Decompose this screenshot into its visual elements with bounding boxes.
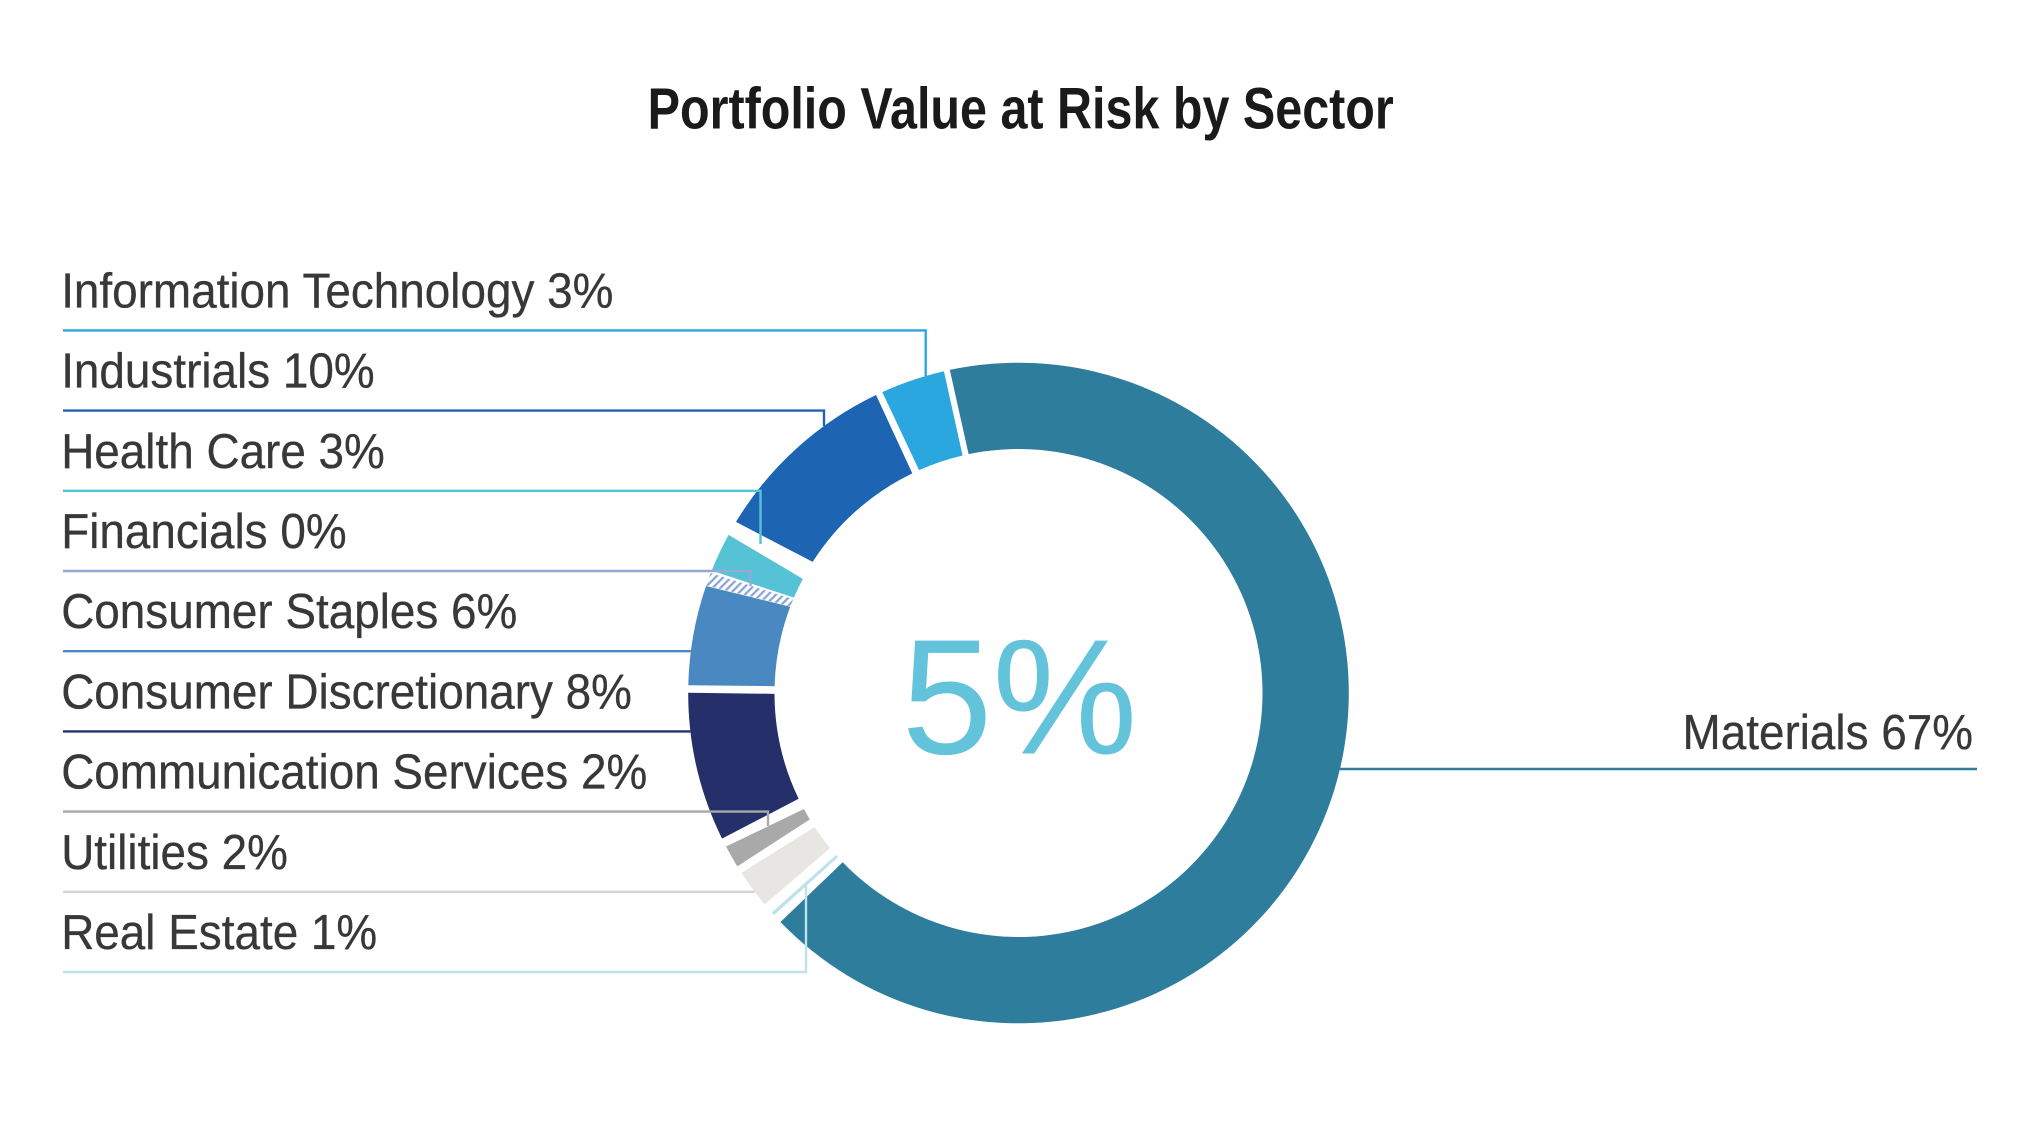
svg-text:Health Care 3%: Health Care 3% [61, 424, 385, 479]
svg-text:Consumer Discretionary 8%: Consumer Discretionary 8% [61, 665, 632, 720]
svg-text:Communication Services 2%: Communication Services 2% [61, 745, 647, 800]
svg-text:Materials 67%: Materials 67% [1683, 706, 1973, 761]
svg-text:Real Estate 1%: Real Estate 1% [61, 906, 377, 961]
svg-text:Industrials 10%: Industrials 10% [61, 344, 374, 399]
svg-text:Financials 0%: Financials 0% [61, 505, 346, 560]
svg-text:5%: 5% [902, 605, 1138, 788]
svg-text:Utilities 2%: Utilities 2% [61, 825, 288, 880]
svg-text:Portfolio Value at Risk by Sec: Portfolio Value at Risk by Sector [648, 77, 1394, 141]
svg-text:Consumer Staples 6%: Consumer Staples 6% [61, 585, 517, 640]
svg-text:Information Technology 3%: Information Technology 3% [61, 264, 613, 319]
